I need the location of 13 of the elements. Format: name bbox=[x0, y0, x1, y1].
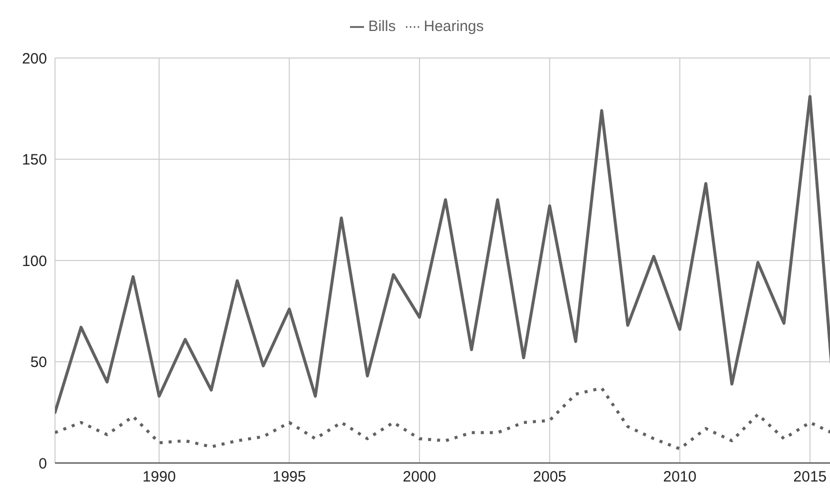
x-tick-label: 1995 bbox=[272, 468, 306, 486]
x-tick-label: 2015 bbox=[793, 468, 827, 486]
y-tick-label: 50 bbox=[30, 354, 47, 372]
x-tick-label: 2010 bbox=[663, 468, 696, 486]
y-tick-label: 100 bbox=[22, 252, 47, 270]
x-tick-label: 2000 bbox=[402, 468, 436, 486]
x-tick-label: 2005 bbox=[532, 468, 566, 486]
y-tick-label: 200 bbox=[22, 50, 47, 68]
legend-label: Bills bbox=[368, 18, 396, 35]
y-tick-label: 0 bbox=[38, 455, 47, 472]
legend-label: Hearings bbox=[424, 18, 484, 35]
y-tick-label: 150 bbox=[22, 152, 47, 169]
x-tick-label: 1990 bbox=[142, 468, 176, 486]
